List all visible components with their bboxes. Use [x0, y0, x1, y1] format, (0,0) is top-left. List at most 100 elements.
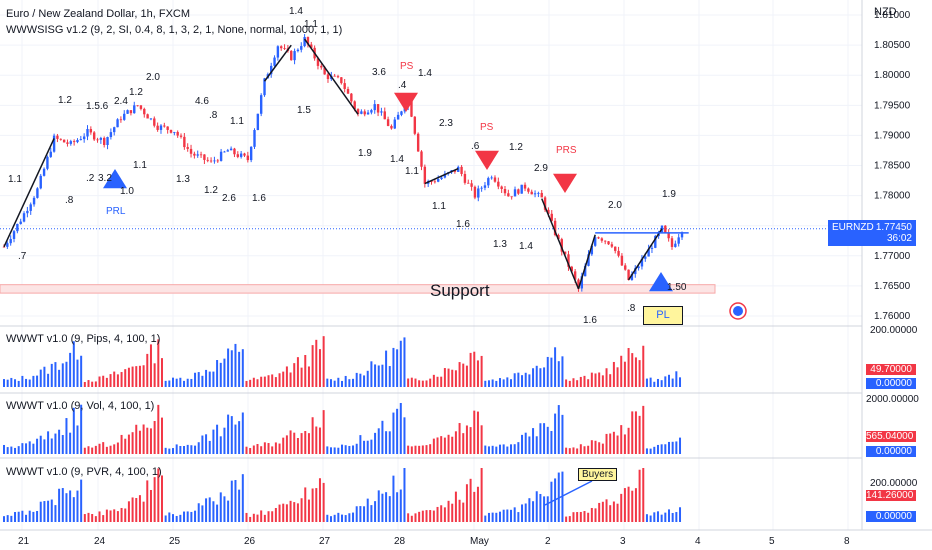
vol-bar	[660, 444, 663, 454]
pvr-bar	[307, 499, 310, 522]
pvr-bar	[642, 468, 645, 522]
candle-body	[29, 204, 32, 211]
pvr-bar	[436, 506, 439, 522]
pvr-bar	[205, 498, 208, 522]
candle-body	[223, 151, 226, 153]
candle-body	[467, 182, 470, 184]
candle-body	[226, 150, 229, 152]
vol-bar	[329, 447, 332, 454]
vol-bar	[241, 412, 244, 454]
vol-bar	[219, 436, 222, 454]
candle-body	[49, 151, 52, 157]
swing-number-label: 2.3	[439, 118, 453, 129]
sell-triangle-marker	[394, 92, 418, 112]
candle-body	[109, 132, 113, 138]
vol-bar	[282, 437, 285, 454]
vol-bar	[28, 441, 31, 454]
vol-bar	[377, 428, 380, 454]
pips-bar	[601, 375, 604, 387]
vol-bar	[561, 414, 564, 454]
candle-body	[654, 236, 657, 248]
pips-bar	[17, 380, 20, 387]
pips-bar	[47, 373, 50, 387]
pvr-bar	[47, 500, 50, 522]
vol-bar	[623, 434, 626, 454]
vol-zero-tag: 0.00000	[866, 446, 916, 457]
vol-bar	[201, 435, 204, 454]
candle-body	[173, 132, 176, 133]
x-tick-label: 21	[18, 536, 30, 547]
candle-body	[567, 254, 570, 267]
vol-bar	[197, 442, 200, 454]
vol-bar	[296, 438, 299, 454]
pvr-bar	[653, 512, 656, 522]
pvr-bar	[443, 507, 446, 522]
pvr-scale-top: 200.00000	[870, 478, 918, 489]
pips-bar	[491, 379, 494, 387]
swing-number-label: 1.2	[204, 185, 218, 196]
pips-bar	[102, 375, 105, 387]
vol-bar	[249, 448, 252, 454]
pips-bar	[333, 380, 336, 387]
candle-body	[483, 185, 487, 188]
candle-body	[547, 209, 550, 214]
pips-bar	[429, 378, 432, 387]
pvr-bar	[98, 511, 101, 522]
swing-number-label: 2.6	[222, 193, 236, 204]
pips-bar	[105, 377, 108, 387]
pvr-bar	[627, 486, 630, 522]
pips-bar	[399, 340, 402, 387]
pips-zero-tag: 0.00000	[866, 378, 916, 389]
candle-body	[497, 181, 500, 187]
candle-body	[670, 238, 674, 247]
candle-body	[306, 37, 310, 45]
pvr-bar	[245, 512, 248, 522]
pvr-bar	[322, 482, 325, 522]
vol-bar	[568, 448, 571, 454]
candle-body	[433, 181, 437, 183]
pvr-bar	[377, 490, 380, 522]
candle-body	[249, 146, 253, 161]
candle-body	[189, 148, 193, 154]
pips-bar	[25, 378, 28, 387]
prl-label: PRL	[106, 206, 126, 217]
vol-bar	[627, 427, 630, 454]
vol-bar	[550, 430, 553, 454]
pvr-bar	[568, 516, 571, 522]
pips-bar	[410, 377, 413, 387]
swing-number-label: .8	[209, 110, 218, 121]
pips-bar	[278, 373, 281, 387]
vol-bar	[590, 440, 593, 454]
candle-body	[69, 141, 72, 144]
pvr-bar	[381, 493, 384, 522]
pips-bar	[473, 351, 476, 387]
candle-body	[383, 111, 386, 120]
swing-number-label: 2.9	[534, 163, 548, 174]
vol-bar	[83, 447, 86, 454]
y-tick-label: 1.80500	[874, 40, 911, 51]
vol-panel-title: WWWT v1.0 (9, Vol, 4, 100, 1)	[6, 400, 155, 412]
candle-body	[56, 135, 59, 139]
vol-bar	[502, 444, 505, 454]
candle-body	[376, 104, 380, 113]
candle-body	[500, 186, 503, 189]
vol-bar	[513, 444, 516, 454]
pvr-bar	[120, 507, 123, 522]
prs-label: PRS	[556, 145, 577, 156]
candle-body	[2, 246, 6, 248]
pips-bar	[160, 358, 163, 387]
vol-bar	[175, 444, 178, 454]
pvr-bar	[25, 514, 28, 522]
candle-body	[560, 239, 563, 252]
pips-bar	[407, 378, 410, 387]
vol-bar	[679, 437, 682, 454]
y-tick-label: 1.76500	[874, 281, 911, 292]
swing-number-label: 2.4	[114, 96, 128, 107]
pvr-bar	[425, 510, 428, 522]
candle-body	[610, 244, 614, 247]
candle-body	[9, 238, 12, 244]
pips-bar	[535, 365, 538, 387]
last-price: 1.77450	[875, 222, 912, 233]
pips-bar	[83, 382, 86, 387]
